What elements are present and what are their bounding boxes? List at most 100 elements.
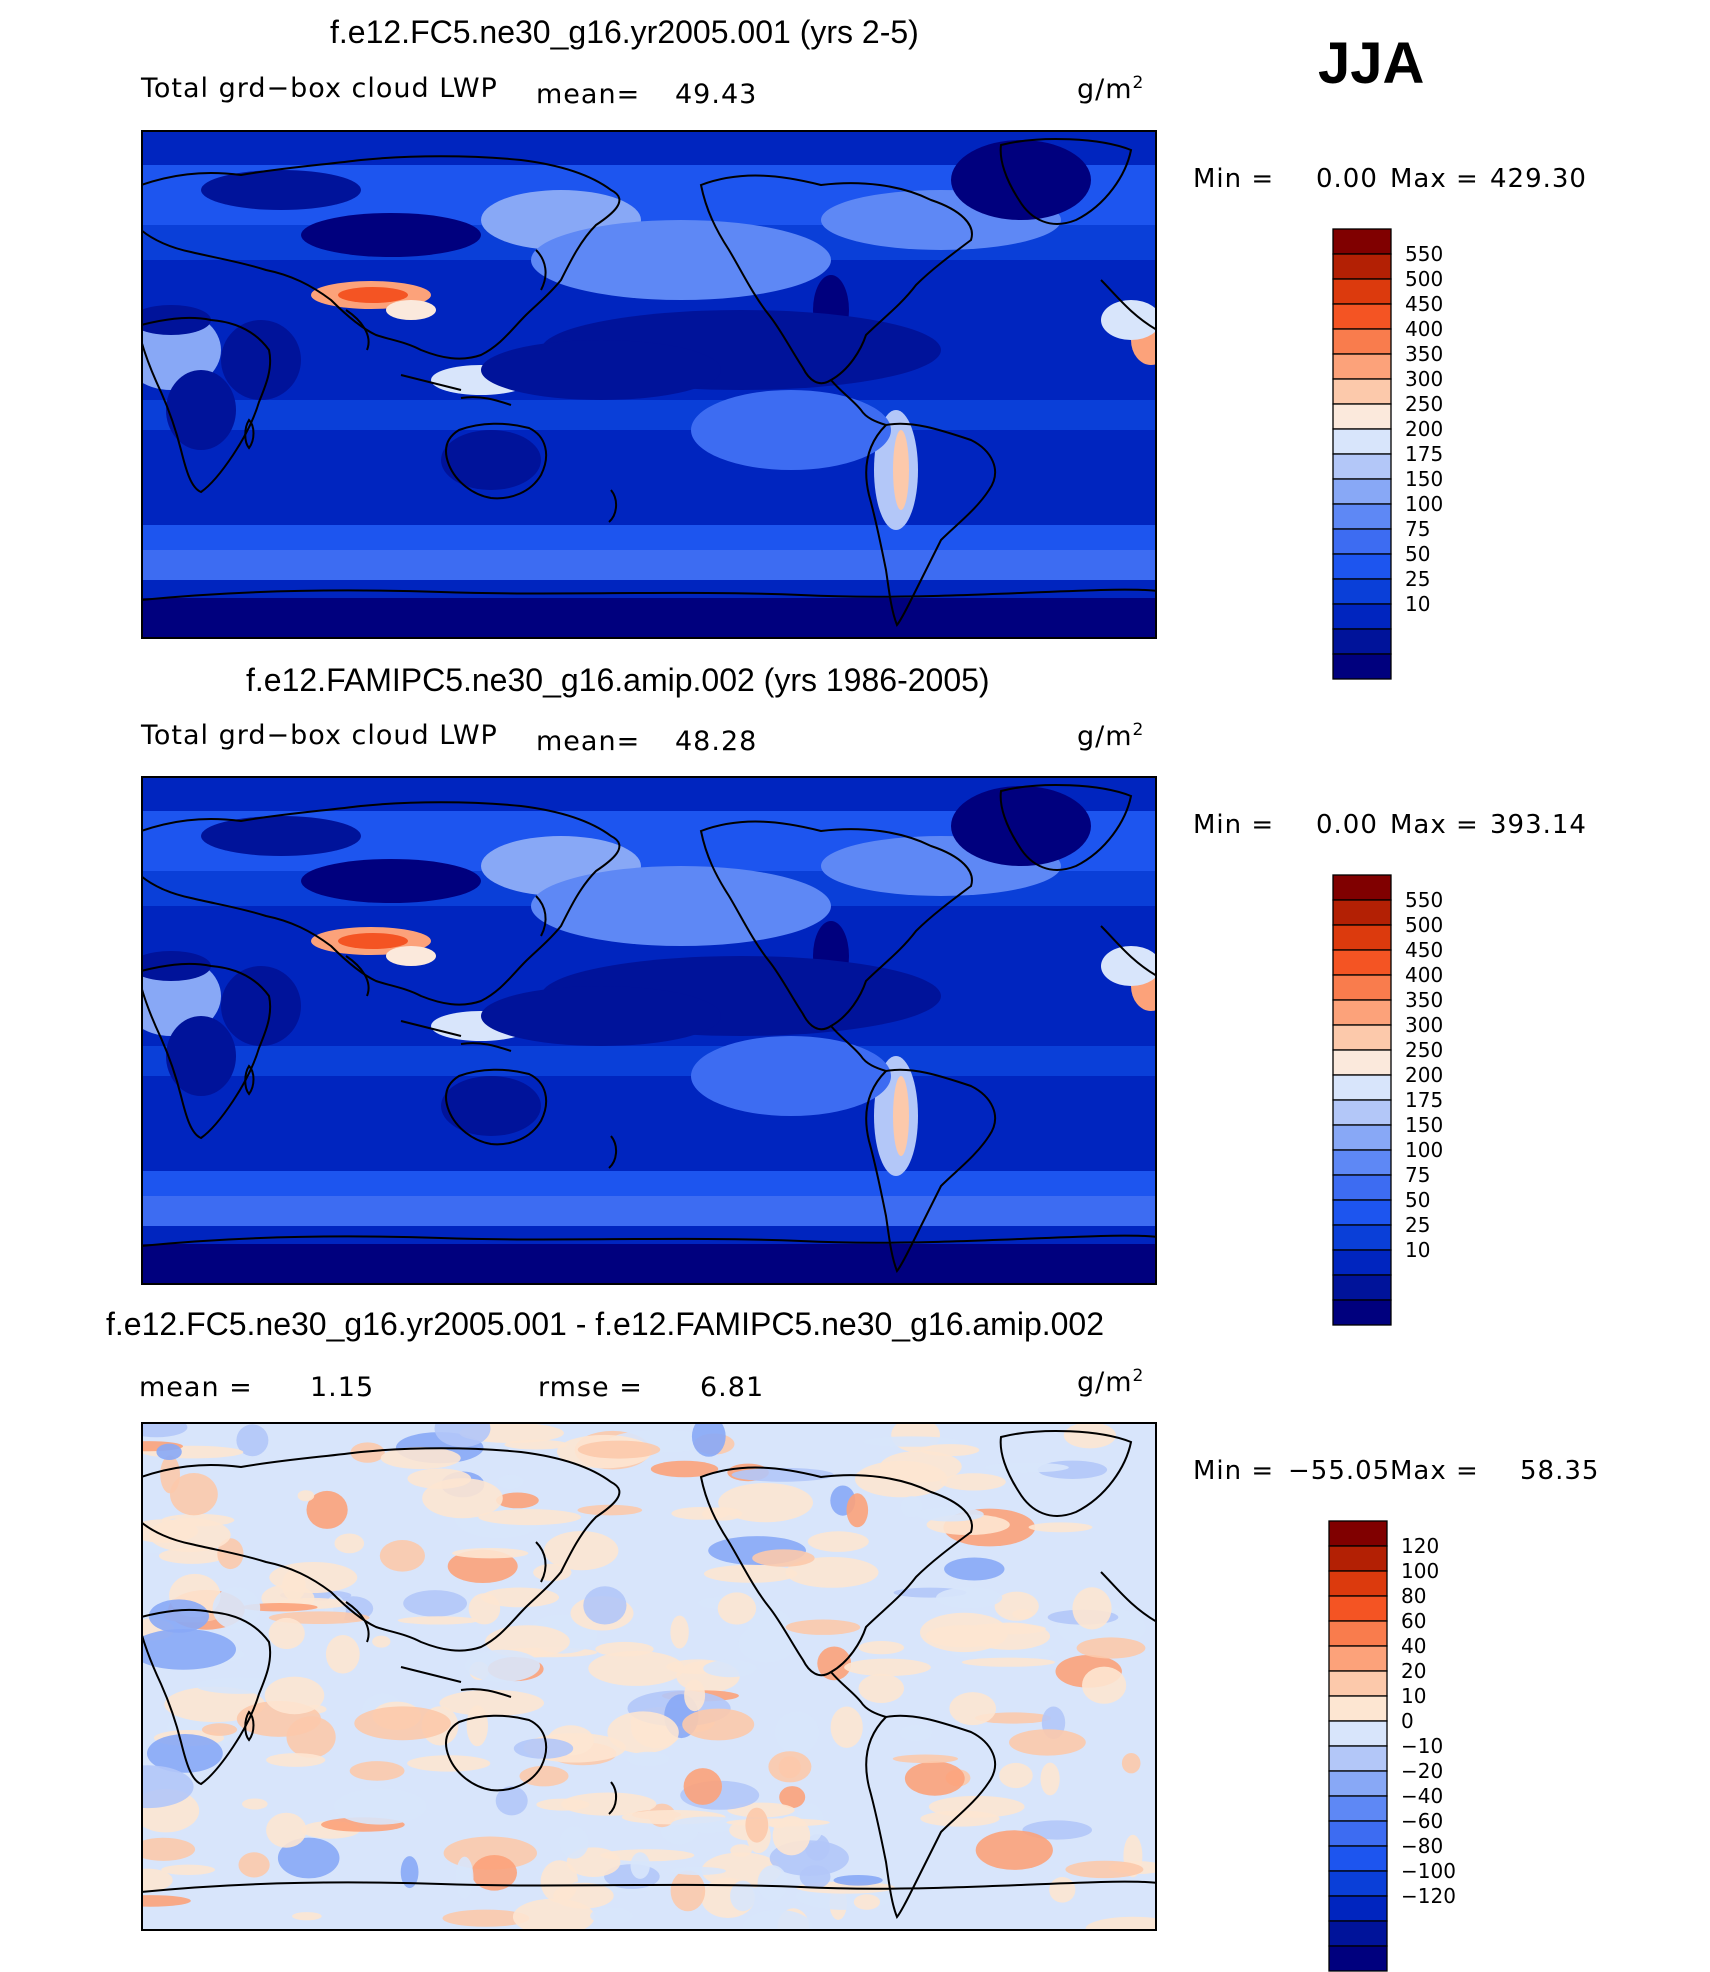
map-contour-region — [441, 1076, 541, 1136]
colorbar-box — [1332, 278, 1392, 305]
map-contour-region — [904, 1761, 965, 1796]
map-contour-region — [452, 1548, 529, 1559]
map-contour-region — [166, 370, 236, 450]
colorbar-tick-label: −120 — [1401, 1884, 1456, 1908]
map-contour-region — [141, 1765, 194, 1809]
colorbar-box — [1328, 1670, 1388, 1697]
units-label: g/m2 — [1077, 720, 1145, 752]
map-contour-region — [442, 1909, 530, 1927]
colorbar-box — [1332, 403, 1392, 430]
colorbar-box — [1332, 653, 1392, 680]
map-contour-region — [531, 220, 831, 300]
map-contour-region — [497, 1474, 524, 1489]
map-contour-region — [170, 1473, 218, 1516]
map-band — [141, 1226, 1157, 1244]
colorbar-tick-label: 200 — [1405, 417, 1444, 441]
colorbar-box — [1328, 1595, 1388, 1622]
map-contour-region — [853, 1894, 881, 1910]
colorbar-tick-label: 50 — [1405, 542, 1431, 566]
colorbar-tick-label: 300 — [1405, 367, 1444, 391]
colorbar-tick-label: 100 — [1405, 492, 1444, 516]
map-contour-region — [785, 1619, 861, 1635]
colorbar-tick-label: 550 — [1405, 242, 1444, 266]
min-value: −55.05 — [1288, 1456, 1391, 1486]
map-contour-region — [717, 1592, 757, 1625]
coastline — [345, 1601, 370, 1643]
colorbar-box — [1332, 1299, 1392, 1326]
coastline — [445, 1714, 548, 1792]
map-contour-region — [703, 1659, 757, 1678]
variable-label: Total grd−box cloud LWP — [141, 720, 498, 751]
colorbar-box — [1328, 1820, 1388, 1847]
map-contour-region — [738, 1624, 795, 1663]
colorbar-tick-label: 350 — [1405, 988, 1444, 1012]
colorbar-box — [1332, 478, 1392, 505]
colorbar-box — [1328, 1795, 1388, 1822]
max-label: Max = — [1390, 1456, 1479, 1486]
colorbar-tick-label: 400 — [1405, 317, 1444, 341]
colorbar-box — [1332, 328, 1392, 355]
map-contour-region — [201, 816, 361, 856]
map-contour-region — [201, 170, 361, 210]
min-value: 0.00 — [1316, 810, 1378, 840]
map-band — [141, 550, 1157, 580]
mean-label: mean= — [536, 726, 641, 757]
map-contour-region — [161, 1864, 215, 1875]
map-contour-region — [266, 1753, 326, 1767]
map-contour-region — [266, 1812, 307, 1848]
coastline — [141, 1880, 1157, 1931]
map-field — [141, 776, 1157, 1285]
coastline — [1100, 925, 1157, 977]
map-lwp-model — [141, 130, 1157, 639]
coastline — [141, 1234, 1157, 1285]
colorbar-tick-label: 100 — [1401, 1559, 1440, 1583]
map-band — [141, 430, 1157, 525]
map-contour-region — [242, 1603, 318, 1612]
colorbar-box — [1332, 974, 1392, 1001]
map-contour-region — [1085, 1916, 1157, 1931]
coastline — [400, 1020, 462, 1037]
map-contour-region — [742, 1909, 813, 1931]
map-contour-region — [455, 1856, 474, 1899]
map-contour-region — [372, 1635, 391, 1648]
coastline — [699, 1466, 973, 1677]
colorbar-tick-label: 0 — [1401, 1709, 1414, 1733]
panel-title: f.e12.FC5.ne30_g16.yr2005.001 - f.e12.FA… — [106, 1306, 1105, 1342]
colorbar-tick-label: 550 — [1405, 888, 1444, 912]
map-contour-region — [338, 933, 408, 949]
coastline — [141, 155, 621, 360]
map-contour-region — [577, 1504, 643, 1516]
map-contour-region — [600, 1849, 695, 1862]
coastline — [460, 1688, 512, 1698]
map-contour-region — [1063, 1422, 1116, 1449]
max-label: Max = — [1390, 810, 1479, 840]
rmse-label: rmse = — [538, 1372, 643, 1403]
map-contour-region — [531, 866, 831, 946]
map-contour-region — [975, 1830, 1053, 1870]
colorbar-box — [1332, 503, 1392, 530]
map-contour-region — [238, 1852, 270, 1878]
map-contour-region — [701, 1507, 743, 1521]
max-label: Max = — [1390, 164, 1479, 194]
coastline — [400, 374, 462, 391]
colorbar-tick-label: 350 — [1405, 342, 1444, 366]
colorbar-box — [1332, 553, 1392, 580]
map-contour-region — [961, 1657, 1055, 1667]
map-contour-region — [277, 1837, 340, 1879]
map-contour-region — [752, 1549, 815, 1567]
map-contour-region — [951, 140, 1091, 220]
colorbar-box — [1332, 1274, 1392, 1301]
map-contour-region — [465, 1649, 540, 1682]
units-label: g/m2 — [1077, 1366, 1145, 1398]
map-contour-region — [1101, 946, 1157, 986]
season-label: JJA — [1318, 31, 1425, 96]
colorbar-box — [1332, 578, 1392, 605]
map-contour-region — [941, 1473, 1006, 1491]
colorbar-box — [1332, 228, 1392, 255]
coastline — [141, 316, 272, 494]
map-contour-region — [985, 1462, 1069, 1473]
map-contour-region — [892, 1754, 959, 1764]
colorbar-tick-label: 500 — [1405, 267, 1444, 291]
map-contour-region — [350, 1442, 385, 1463]
map-contour-region — [1065, 1860, 1144, 1879]
